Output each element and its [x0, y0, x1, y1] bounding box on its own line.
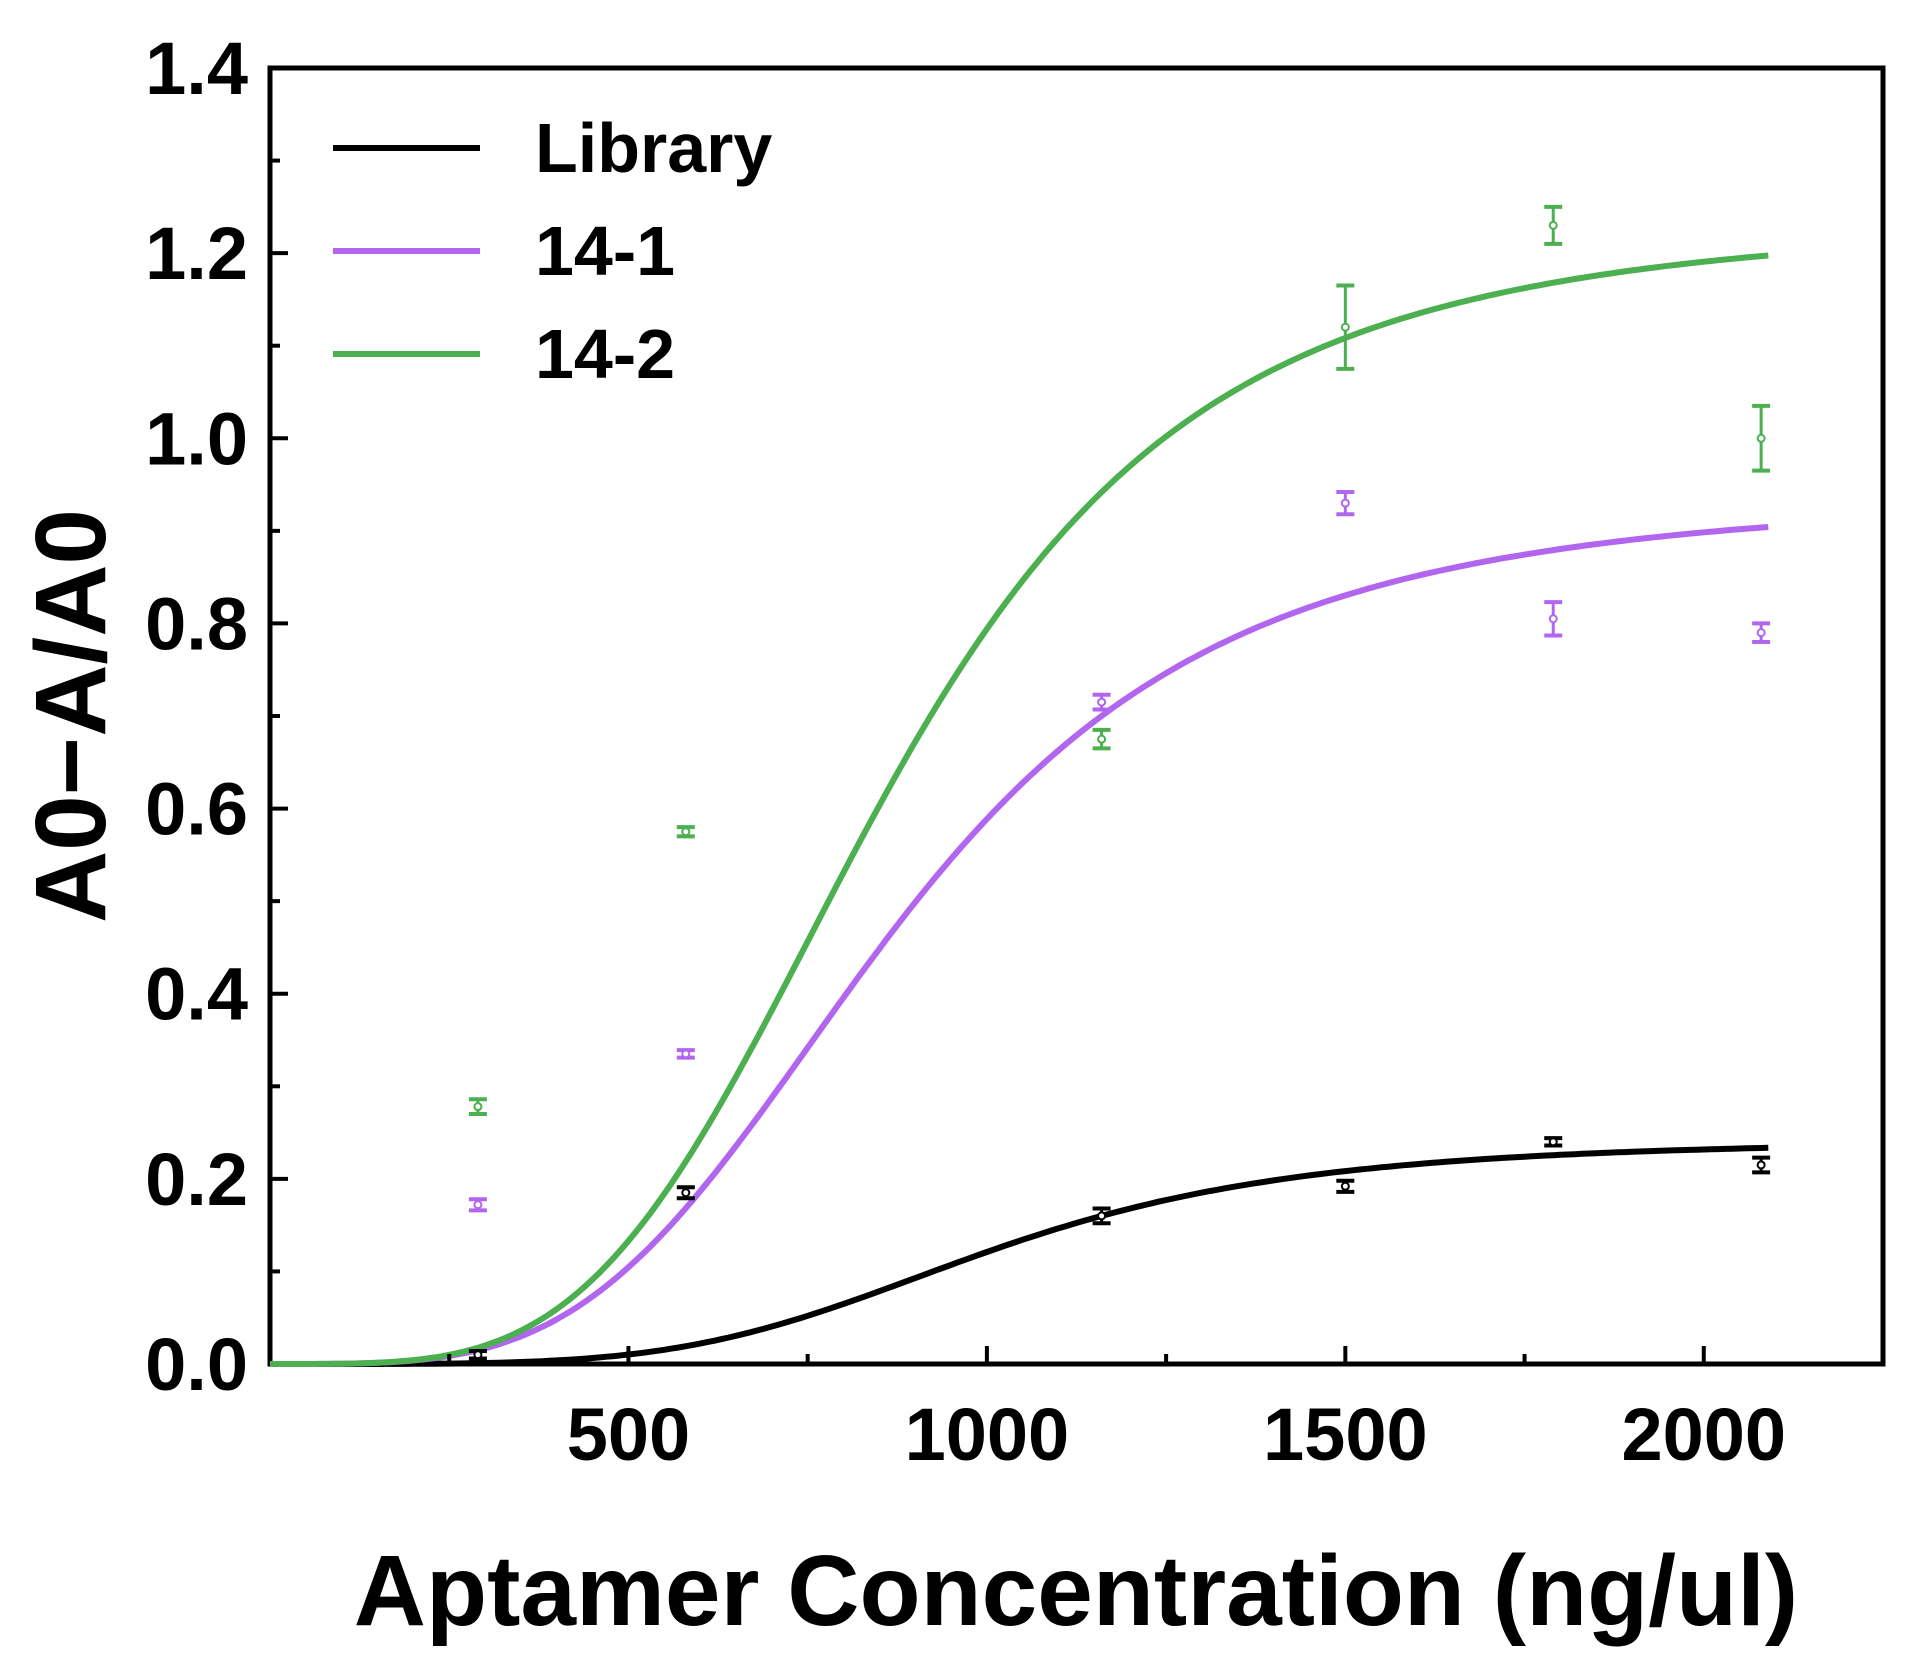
point-marker: [1756, 628, 1766, 638]
data-point-14-2: [1752, 403, 1771, 473]
y-tick-label: 0.0: [145, 1323, 248, 1406]
point-marker: [473, 1200, 483, 1210]
data-point-14-1: [1336, 489, 1355, 517]
x-tick-label: 500: [567, 1393, 690, 1476]
data-points: [468, 204, 1771, 1361]
data-point-14-1: [1752, 621, 1771, 644]
x-tick-label: 1000: [905, 1393, 1070, 1476]
point-marker: [473, 1350, 483, 1360]
point-marker: [1548, 220, 1558, 230]
legend-item-14-2: 14-2: [333, 315, 675, 393]
plot-frame: [267, 65, 1886, 1367]
y-tick-label: 0.4: [145, 953, 248, 1036]
legend-item-14-1: 14-1: [333, 212, 675, 290]
data-point-14-2: [676, 825, 695, 839]
data-point-14-2: [1336, 283, 1355, 371]
y-tick-label: 1.0: [145, 397, 248, 480]
legend-label: 14-1: [535, 212, 675, 290]
data-point-library: [1752, 1155, 1771, 1175]
point-marker: [1097, 697, 1107, 707]
y-tick-label: 1.4: [145, 27, 248, 110]
y-tick-label: 0.6: [145, 768, 248, 851]
x-tick-label: 1500: [1263, 1393, 1428, 1476]
data-point-14-2: [1092, 727, 1111, 751]
point-marker: [1097, 1211, 1107, 1221]
data-point-library: [1092, 1206, 1111, 1226]
data-point-14-1: [468, 1197, 487, 1213]
data-point-library: [1336, 1178, 1355, 1194]
point-marker: [473, 1102, 483, 1112]
fit-curve-library: [270, 1144, 1769, 1367]
y-tick-label: 1.2: [145, 212, 248, 295]
legend: Library 14-1 14-2: [333, 109, 772, 393]
point-marker: [1548, 614, 1558, 624]
legend-label: 14-2: [535, 315, 675, 393]
fit-curve-14-1: [270, 524, 1769, 1367]
x-axis-ticks: 500 1000 1500 2000: [447, 1346, 1786, 1476]
y-tick-label: 0.8: [145, 582, 248, 665]
point-marker: [1097, 734, 1107, 744]
point-marker: [1756, 1160, 1766, 1170]
legend-item-library: Library: [333, 109, 772, 187]
fit-curve-14-2: [270, 252, 1769, 1367]
y-axis-title: A0−A/A0: [15, 509, 127, 923]
legend-label: Library: [535, 109, 772, 187]
data-point-14-2: [1544, 204, 1563, 246]
x-tick-label: 2000: [1621, 1393, 1786, 1476]
fit-curves: [270, 252, 1769, 1367]
point-marker: [681, 1049, 691, 1059]
data-point-library: [468, 1349, 487, 1361]
point-marker: [681, 1188, 691, 1198]
data-point-library: [676, 1185, 695, 1201]
point-marker: [681, 827, 691, 837]
data-point-14-2: [468, 1097, 487, 1117]
point-marker: [1548, 1137, 1558, 1147]
point-marker: [1340, 498, 1350, 508]
data-point-library: [1544, 1136, 1563, 1148]
data-point-14-1: [676, 1048, 695, 1060]
data-point-14-1: [1092, 692, 1111, 712]
point-marker: [1340, 322, 1350, 332]
y-tick-label: 0.2: [145, 1138, 248, 1221]
y-axis-ticks: 0.0 0.2 0.4 0.6 0.8 1.0 1.2 1.4: [145, 27, 288, 1406]
data-point-14-1: [1544, 600, 1563, 638]
point-marker: [1756, 433, 1766, 443]
point-marker: [1340, 1181, 1350, 1191]
x-axis-title: Aptamer Concentration (ng/ul): [354, 1535, 1798, 1647]
